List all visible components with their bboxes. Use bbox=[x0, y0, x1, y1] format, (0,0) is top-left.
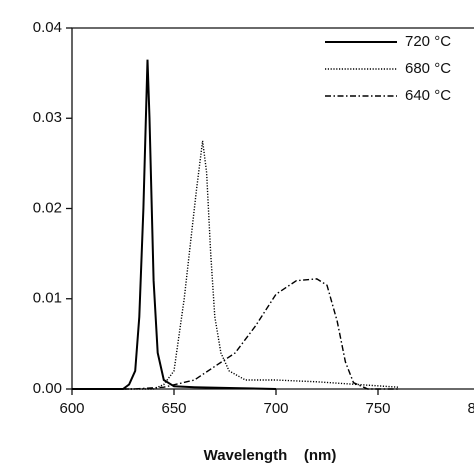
x-tick-label: 600 bbox=[59, 400, 84, 417]
plot-frame bbox=[71, 27, 474, 390]
series-line bbox=[72, 140, 399, 390]
series-line bbox=[72, 59, 277, 390]
x-axis-title: Wavelength (nm) bbox=[204, 447, 337, 464]
x-tick-label: 700 bbox=[263, 400, 288, 417]
y-tick-label: 0.02 bbox=[33, 199, 62, 216]
x-tick-label: 750 bbox=[365, 400, 390, 417]
legend-label: 680 °C bbox=[405, 60, 451, 77]
y-tick-label: 0.00 bbox=[33, 380, 62, 397]
y-tick-label: 0.04 bbox=[33, 19, 62, 36]
legend-label: 720 °C bbox=[405, 33, 451, 50]
legend-label: 640 °C bbox=[405, 87, 451, 104]
series-line bbox=[72, 278, 399, 390]
x-tick-label: 650 bbox=[161, 400, 186, 417]
x-tick-label: 800 bbox=[467, 400, 474, 417]
y-tick-label: 0.01 bbox=[33, 290, 62, 307]
y-tick-label: 0.03 bbox=[33, 109, 62, 126]
